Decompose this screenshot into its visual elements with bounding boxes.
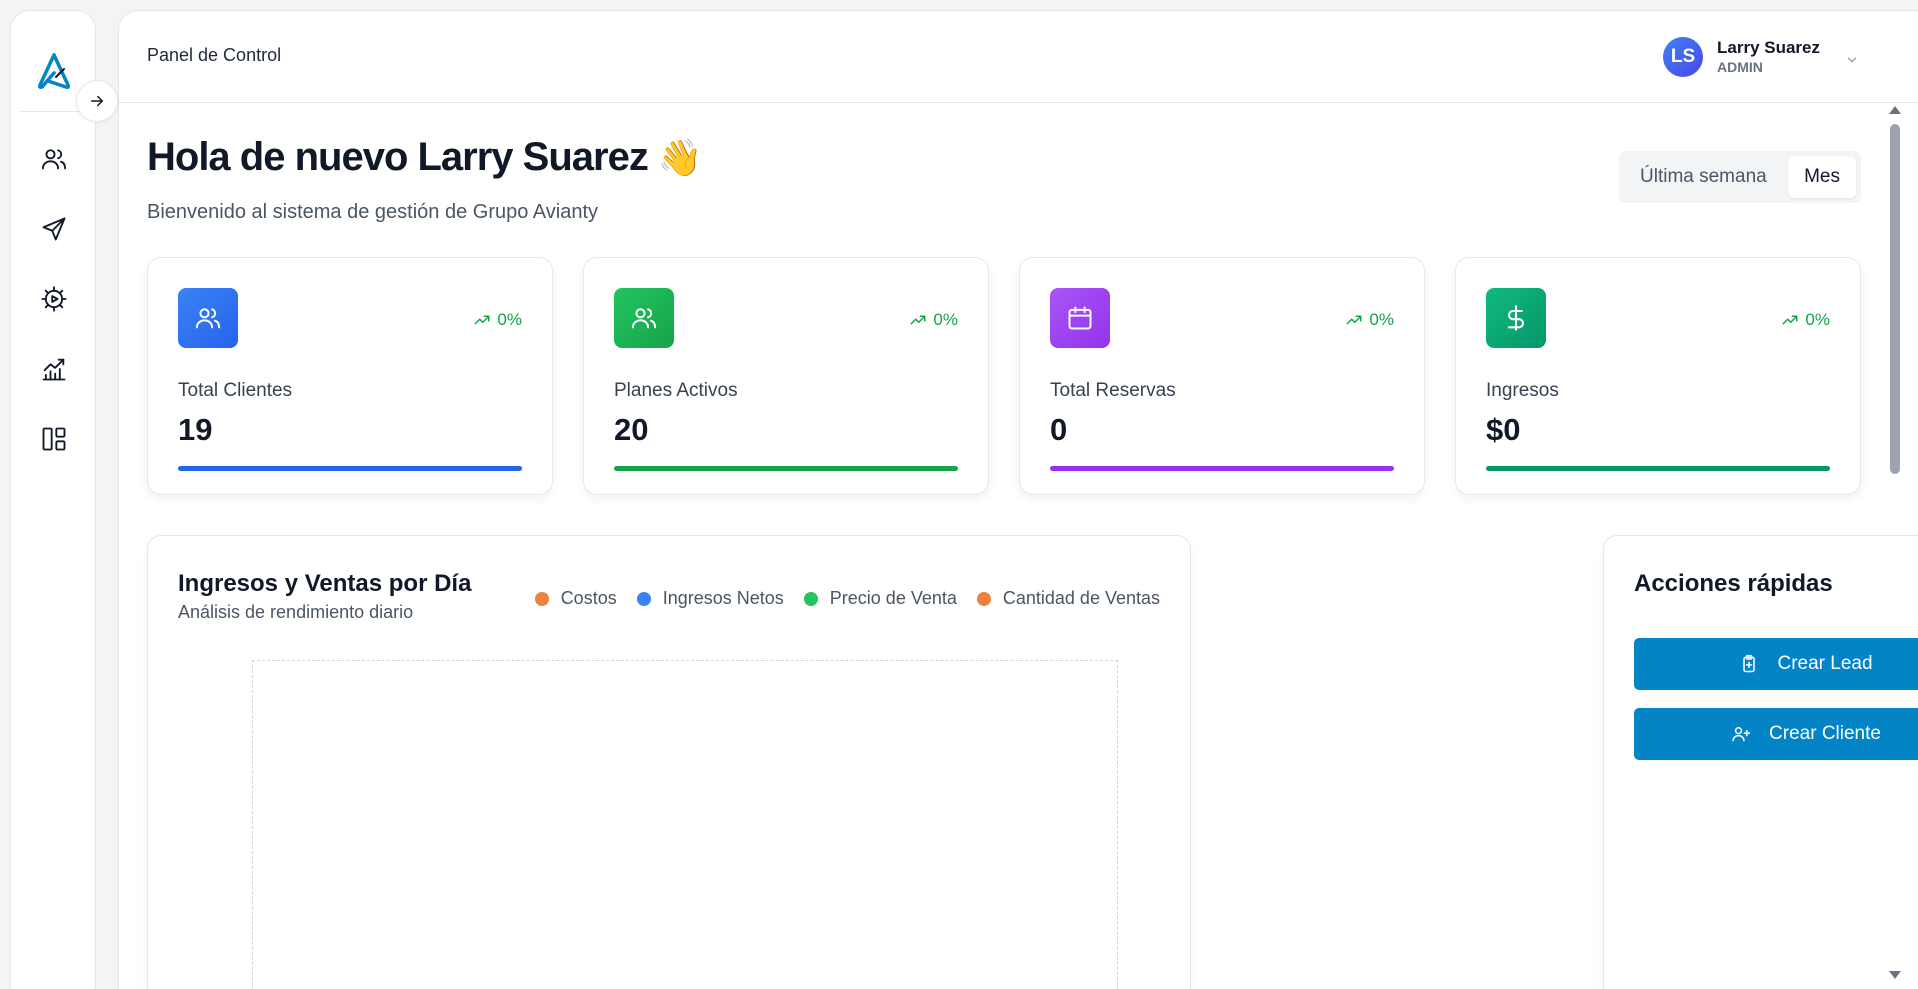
send-icon: [42, 217, 66, 241]
stat-card-plans: 0% Planes Activos 20: [583, 257, 989, 495]
stat-icon-box: [1486, 288, 1546, 348]
legend-dot: [803, 591, 818, 606]
settings-icon: [41, 286, 67, 312]
chevron-down-icon[interactable]: [1845, 53, 1859, 67]
users-icon: [195, 308, 221, 329]
stat-label: Total Clientes: [178, 380, 293, 401]
chart-icon: [42, 358, 66, 381]
legend-item-net-income[interactable]: Ingresos Netos: [636, 588, 784, 609]
scroll-down-arrow[interactable]: [1889, 971, 1901, 979]
stat-value: 19: [178, 412, 213, 447]
legend-label: Ingresos Netos: [662, 588, 784, 608]
stat-label: Ingresos: [1486, 380, 1559, 401]
chart-plot-area: [252, 660, 1118, 989]
legend-dot: [976, 591, 991, 606]
sidebar-item-analytics[interactable]: [11, 347, 97, 391]
trending-up-icon: [1346, 315, 1362, 325]
logo-icon: [38, 53, 70, 89]
user-plus-icon: [1732, 727, 1751, 742]
stat-bar: [178, 466, 522, 471]
greeting-heading: Hola de nuevo Larry Suarez 👋: [147, 135, 703, 180]
stat-icon-box: [1050, 288, 1110, 348]
stat-bar: [1050, 466, 1394, 471]
chart-subtitle: Análisis de rendimiento diario: [178, 602, 414, 622]
trending-up-icon: [474, 315, 490, 325]
period-selector: Última semana Mes: [1619, 151, 1861, 203]
trend-value: 0%: [933, 310, 958, 329]
legend-dot: [636, 591, 651, 606]
chart-legend: Costos Ingresos Netos Precio de Venta Ca…: [515, 588, 1160, 609]
sidebar-toggle-button[interactable]: [76, 80, 118, 122]
trending-up-icon: [1782, 315, 1798, 325]
trend-value: 0%: [1369, 310, 1394, 329]
calendar-icon: [1068, 306, 1092, 330]
legend-item-costs[interactable]: Costos: [534, 588, 617, 609]
trend-indicator: 0%: [909, 310, 958, 330]
stat-card-clients: 0% Total Clientes 19: [147, 257, 553, 495]
create-lead-label: Crear Lead: [1777, 653, 1873, 674]
stat-label: Total Reservas: [1050, 380, 1176, 401]
stat-bar: [614, 466, 958, 471]
sidebar-item-users[interactable]: [11, 137, 97, 181]
sidebar-item-settings[interactable]: [11, 277, 97, 321]
users-icon: [41, 149, 67, 170]
period-option-month[interactable]: Mes: [1788, 156, 1856, 198]
legend-item-sale-price[interactable]: Precio de Venta: [803, 588, 957, 609]
page-scrollbar[interactable]: [1886, 104, 1904, 979]
sidebar-item-send[interactable]: [11, 207, 97, 251]
greeting-subtitle: Bienvenido al sistema de gestión de Grup…: [147, 201, 599, 223]
main-content: Panel de Control LS Larry Suarez ADMIN H…: [118, 10, 1918, 989]
users-icon: [631, 308, 657, 329]
top-bar: Panel de Control LS Larry Suarez ADMIN: [119, 11, 1918, 103]
trend-indicator: 0%: [1345, 310, 1394, 330]
create-client-button[interactable]: Crear Cliente: [1634, 708, 1918, 760]
trend-value: 0%: [1805, 310, 1830, 329]
quick-actions-panel: Acciones rápidas Crear Lead Crear Client…: [1603, 535, 1918, 989]
greeting-text: Hola de nuevo Larry Suarez: [147, 135, 649, 179]
page-title: Panel de Control: [147, 45, 282, 65]
layout-icon: [42, 427, 66, 451]
trend-indicator: 0%: [473, 310, 522, 330]
legend-item-sales-count[interactable]: Cantidad de Ventas: [976, 588, 1160, 609]
sidebar-item-layout[interactable]: [11, 417, 97, 461]
arrow-right-icon: [91, 95, 103, 107]
create-lead-button[interactable]: Crear Lead: [1634, 638, 1918, 690]
clipboard-plus-icon: [1743, 654, 1756, 673]
sales-chart-panel: Ingresos y Ventas por Día Análisis de re…: [147, 535, 1191, 989]
quick-actions-title: Acciones rápidas: [1634, 570, 1833, 597]
stat-value: 20: [614, 412, 649, 447]
scroll-up-arrow[interactable]: [1889, 106, 1901, 114]
avatar: LS: [1663, 37, 1703, 77]
stat-value: 0: [1050, 412, 1068, 447]
stat-label: Planes Activos: [614, 380, 738, 401]
trending-up-icon: [910, 315, 926, 325]
stat-card-revenue: 0% Ingresos $0: [1455, 257, 1861, 495]
user-role: ADMIN: [1717, 59, 1763, 75]
stat-icon-box: [614, 288, 674, 348]
dollar-icon: [1507, 305, 1525, 331]
legend-label: Cantidad de Ventas: [1002, 588, 1160, 608]
create-client-label: Crear Cliente: [1769, 723, 1881, 744]
trend-indicator: 0%: [1781, 310, 1830, 330]
legend-dot: [534, 591, 549, 606]
period-option-week[interactable]: Última semana: [1640, 166, 1767, 187]
stat-icon-box: [178, 288, 238, 348]
user-name: Larry Suarez: [1717, 38, 1820, 57]
wave-emoji: 👋: [657, 136, 703, 178]
legend-label: Precio de Venta: [829, 588, 957, 608]
sidebar: [10, 10, 96, 989]
chart-title: Ingresos y Ventas por Día: [178, 570, 472, 597]
stat-card-reservations: 0% Total Reservas 0: [1019, 257, 1425, 495]
trend-value: 0%: [497, 310, 522, 329]
legend-label: Costos: [560, 588, 617, 608]
user-menu[interactable]: LS Larry Suarez ADMIN: [1663, 35, 1820, 79]
stat-bar: [1486, 466, 1830, 471]
scroll-thumb[interactable]: [1890, 124, 1900, 474]
app-logo[interactable]: [11, 41, 97, 101]
stat-value: $0: [1486, 412, 1521, 447]
sidebar-divider: [19, 111, 87, 112]
